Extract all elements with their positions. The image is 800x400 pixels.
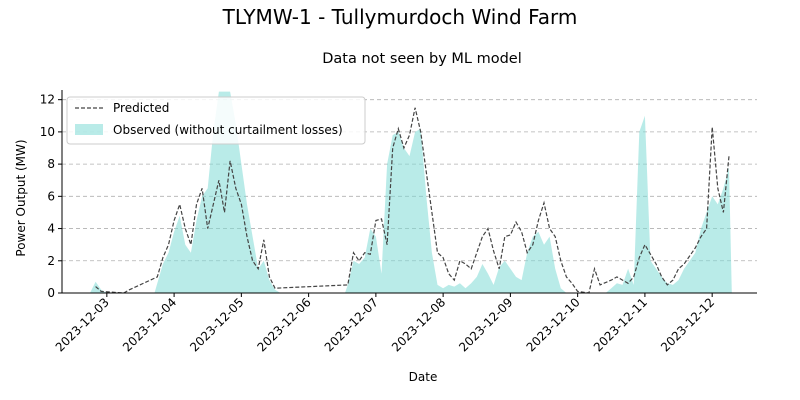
legend-predicted-label: Predicted: [113, 101, 169, 115]
x-tick-label-0: 2023-12-03: [53, 295, 112, 354]
y-axis-label: Power Output (MW): [14, 139, 28, 256]
series-observed-area: [90, 91, 732, 293]
y-tick-label-2: 4: [47, 222, 55, 236]
x-tick-label-5: 2023-12-08: [389, 295, 448, 354]
plot-lines: [95, 107, 730, 294]
axes: [61, 90, 757, 294]
legend-frame: [66, 96, 366, 145]
x-axis-label: Date: [409, 370, 438, 384]
x-tick-label-8: 2023-12-11: [591, 295, 650, 354]
figure-suptitle: TLYMW-1 - Tullymurdoch Wind Farm: [222, 5, 578, 29]
series-predicted-line: [95, 107, 730, 294]
y-ticks: 0 2 4 6 8 10 12: [40, 93, 62, 300]
x-tick-label-1: 2023-12-04: [120, 295, 179, 354]
legend: Predicted Observed (without curtailment …: [66, 96, 366, 145]
x-tick-label-9: 2023-12-12: [658, 295, 717, 354]
y-tick-label-3: 6: [47, 189, 55, 203]
plot-area: [90, 91, 732, 293]
x-tick-label-4: 2023-12-07: [322, 295, 381, 354]
x-tick-label-3: 2023-12-06: [255, 295, 314, 354]
legend-observed-label: Observed (without curtailment losses): [113, 123, 343, 137]
y-tick-label-5: 10: [40, 125, 55, 139]
y-tick-label-0: 0: [47, 286, 55, 300]
y-tick-label-1: 2: [47, 254, 55, 268]
x-ticks: 2023-12-03 2023-12-04 2023-12-05 2023-12-06…: [53, 293, 717, 354]
legend-observed-swatch: [75, 124, 103, 135]
y-tick-label-4: 8: [47, 157, 55, 171]
chart-title: Data not seen by ML model: [322, 51, 522, 67]
x-tick-label-7: 2023-12-10: [524, 295, 583, 354]
x-tick-label-6: 2023-12-09: [456, 295, 515, 354]
y-tick-label-6: 12: [40, 93, 55, 107]
x-tick-label-2: 2023-12-05: [187, 295, 246, 354]
